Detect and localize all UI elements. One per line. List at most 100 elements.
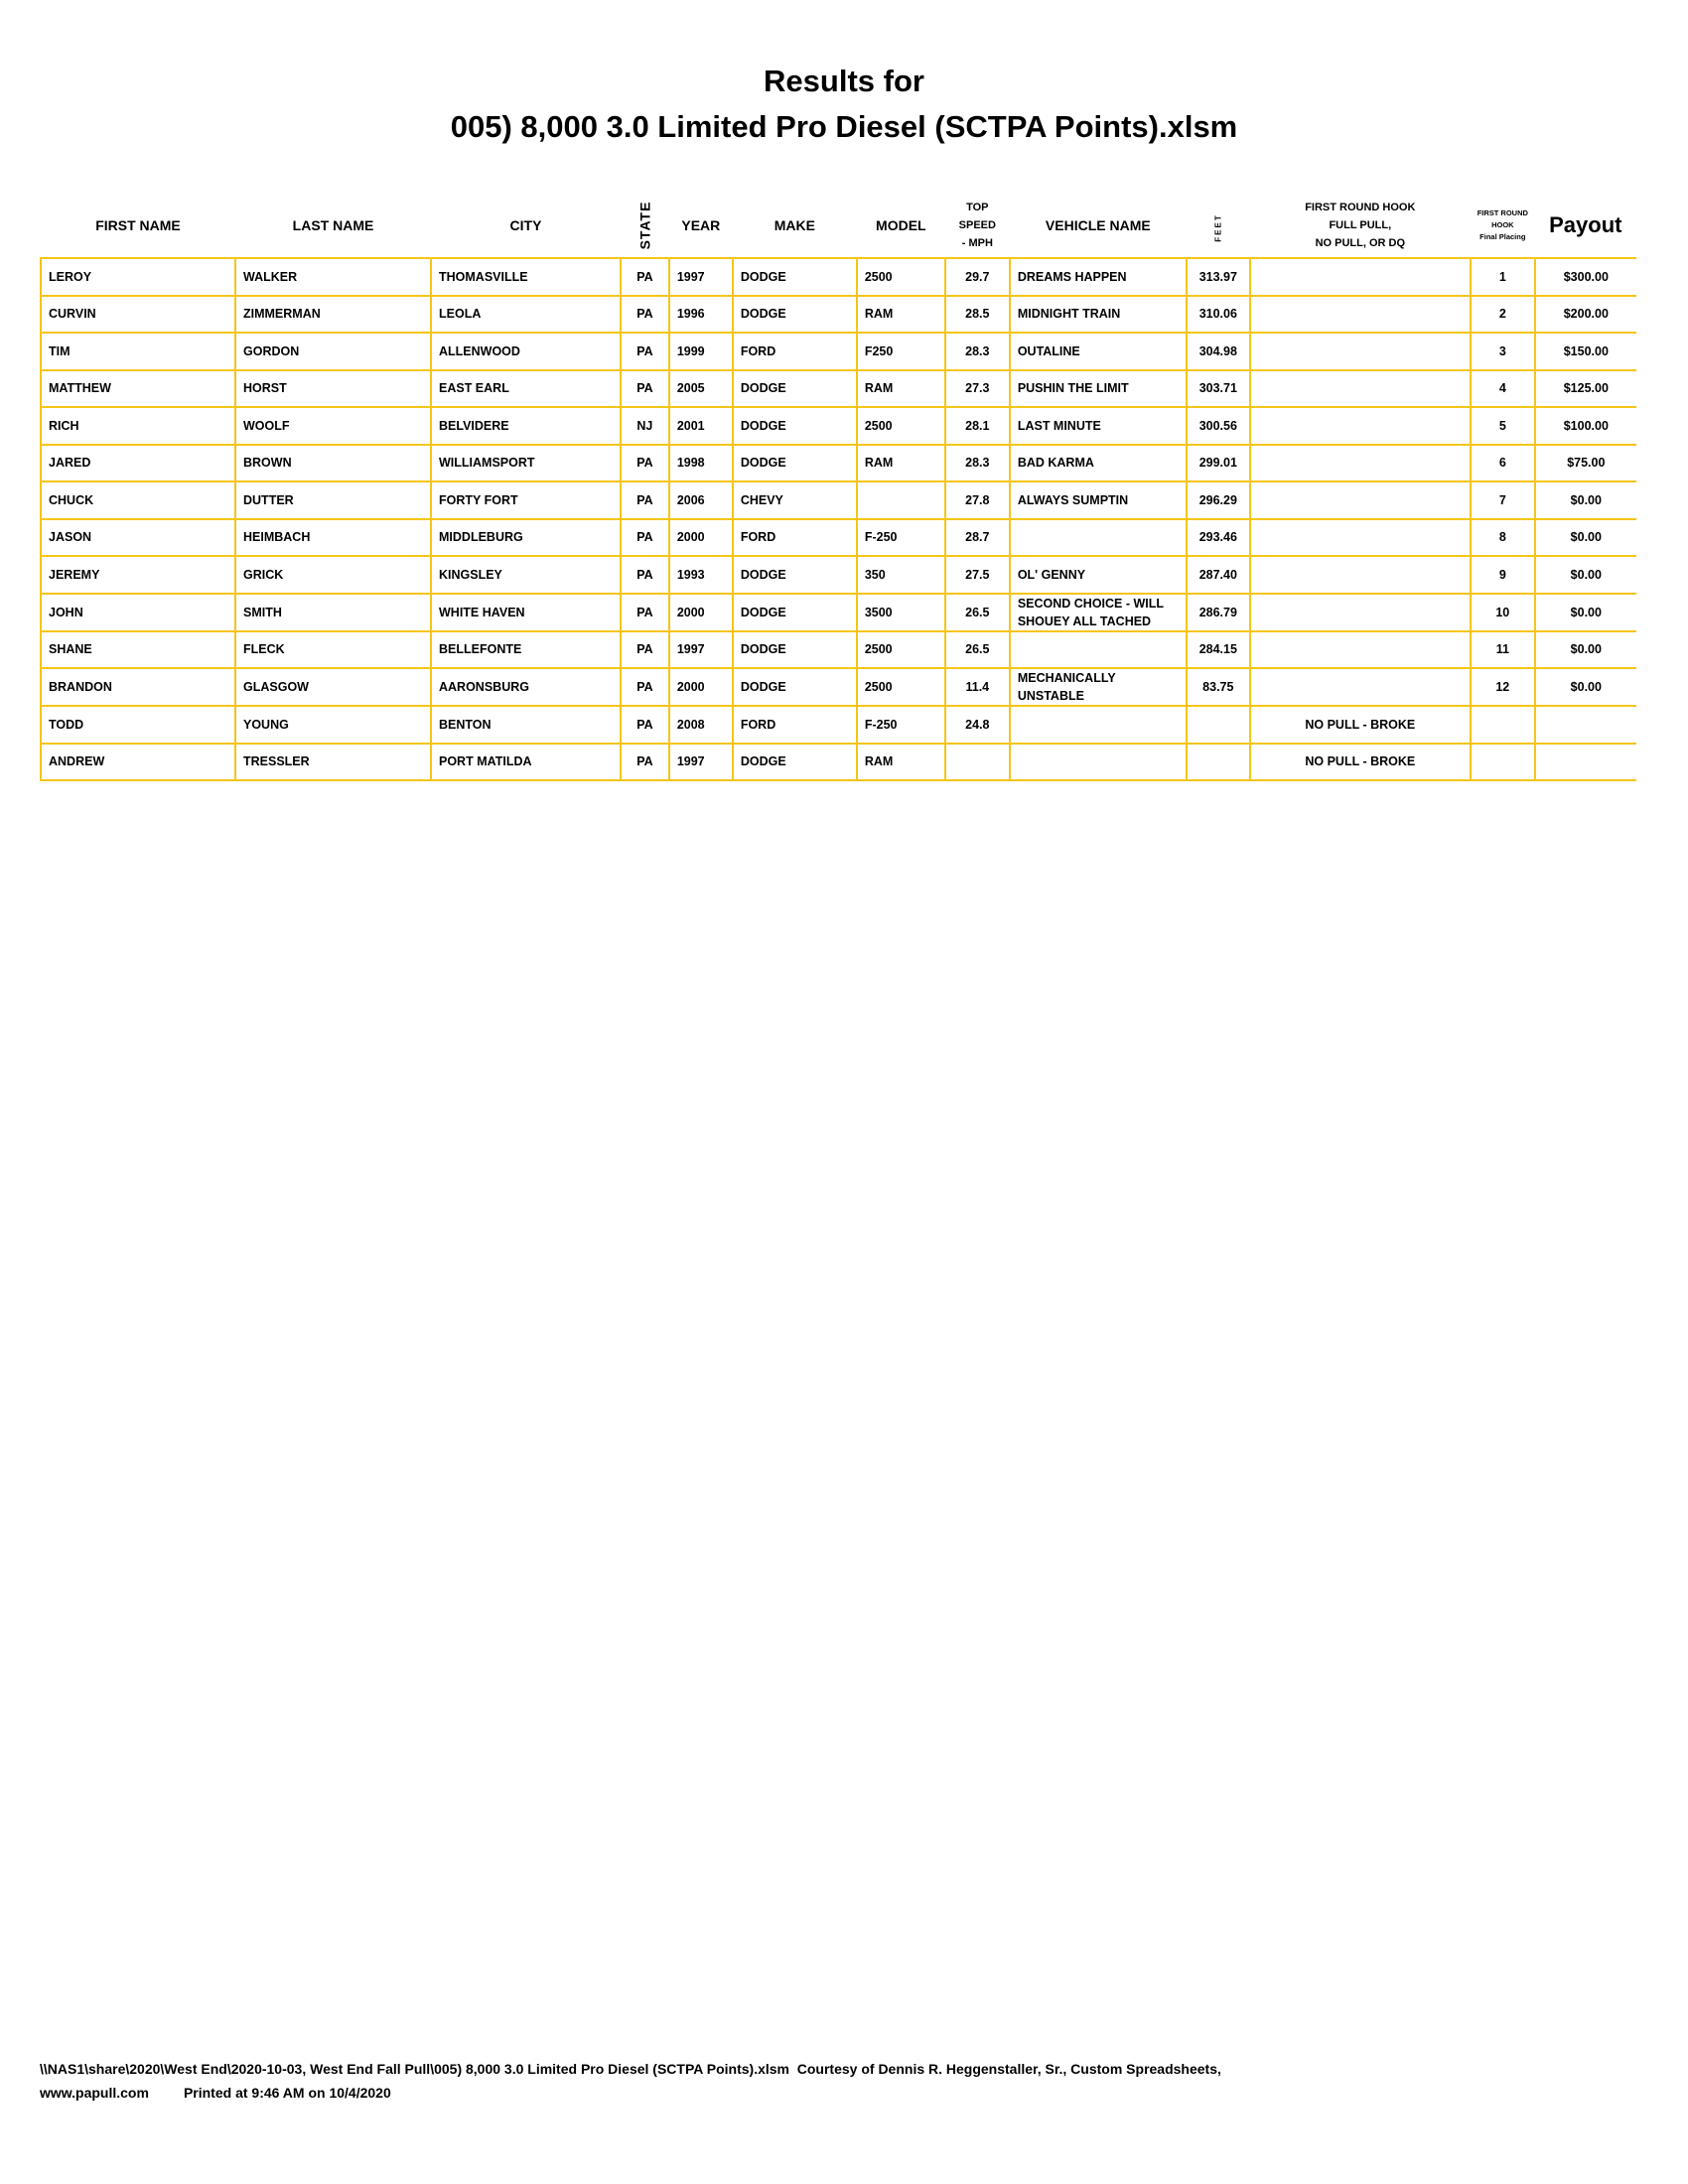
cell-first-name: JEREMY bbox=[40, 555, 236, 595]
cell-make: DODGE bbox=[731, 406, 858, 446]
cell-model: RAM bbox=[855, 742, 946, 781]
cell-vehicle-name: ALWAYS SUMPTIN bbox=[1008, 480, 1188, 520]
cell-placing: 10 bbox=[1469, 592, 1536, 632]
cell-city: KINGSLEY bbox=[430, 555, 622, 595]
cell-city: WHITE HAVEN bbox=[430, 592, 622, 632]
table-row: ANDREW TRESSLER PORT MATILDA PA 1997 DODGE RAM… bbox=[40, 742, 1636, 781]
cell-hook-result: NO PULL - BROKE bbox=[1248, 742, 1472, 781]
cell-top-speed: 28.5 bbox=[943, 294, 1011, 334]
cell-placing bbox=[1469, 705, 1536, 745]
header-year: YEAR bbox=[681, 217, 721, 233]
cell-year: 1997 bbox=[667, 629, 734, 669]
cell-feet: 286.79 bbox=[1185, 592, 1251, 632]
header-city: CITY bbox=[509, 217, 542, 233]
cell-placing: 11 bbox=[1469, 629, 1536, 669]
cell-state: PA bbox=[620, 332, 670, 371]
cell-placing: 1 bbox=[1469, 257, 1536, 297]
cell-payout: $0.00 bbox=[1533, 517, 1636, 557]
cell-model: F-250 bbox=[855, 705, 946, 745]
cell-placing: 2 bbox=[1469, 294, 1536, 334]
cell-payout: $0.00 bbox=[1533, 592, 1636, 632]
cell-feet: 287.40 bbox=[1185, 555, 1251, 595]
cell-make: DODGE bbox=[731, 257, 858, 297]
cell-hook-result bbox=[1248, 406, 1472, 446]
cell-last-name: ZIMMERMAN bbox=[234, 294, 432, 334]
cell-state: PA bbox=[620, 517, 670, 557]
table-row: TIM GORDON ALLENWOOD PA 1999 FORD F250 28.3 OUTA… bbox=[40, 332, 1636, 371]
table-row: MATTHEW HORST EAST EARL PA 2005 DODGE RAM 27.3 P… bbox=[40, 368, 1636, 408]
cell-make: DODGE bbox=[731, 592, 858, 632]
cell-vehicle-name: SECOND CHOICE - WILL SHOUEY ALL TACHED bbox=[1008, 592, 1188, 632]
cell-top-speed: 28.1 bbox=[943, 406, 1011, 446]
header-make: MAKE bbox=[774, 217, 815, 233]
cell-payout: $0.00 bbox=[1533, 667, 1636, 707]
table-row: CHUCK DUTTER FORTY FORT PA 2006 CHEVY 27.8 ALWA… bbox=[40, 480, 1636, 520]
cell-city: THOMASVILLE bbox=[430, 257, 622, 297]
table-row: SHANE FLECK BELLEFONTE PA 1997 DODGE 2500 26.5 2… bbox=[40, 629, 1636, 669]
cell-vehicle-name bbox=[1008, 629, 1188, 669]
cell-state: PA bbox=[620, 742, 670, 781]
page-subtitle: 005) 8,000 3.0 Limited Pro Diesel (SCTPA… bbox=[450, 109, 1238, 144]
cell-city: LEOLA bbox=[430, 294, 622, 334]
cell-make: DODGE bbox=[731, 294, 858, 334]
cell-top-speed: 27.3 bbox=[943, 368, 1011, 408]
cell-model: F-250 bbox=[855, 517, 946, 557]
cell-make: DODGE bbox=[731, 368, 858, 408]
cell-first-name: JOHN bbox=[40, 592, 236, 632]
cell-top-speed: 28.7 bbox=[943, 517, 1011, 557]
cell-first-name: CHUCK bbox=[40, 480, 236, 520]
cell-first-name: SHANE bbox=[40, 629, 236, 669]
cell-hook-result bbox=[1248, 592, 1472, 632]
cell-placing: 6 bbox=[1469, 443, 1536, 482]
cell-city: EAST EARL bbox=[430, 368, 622, 408]
cell-state: PA bbox=[620, 629, 670, 669]
cell-last-name: HORST bbox=[234, 368, 432, 408]
cell-top-speed: 26.5 bbox=[943, 629, 1011, 669]
header-first-name: FIRST NAME bbox=[95, 217, 181, 233]
cell-make: DODGE bbox=[731, 742, 858, 781]
cell-city: BELLEFONTE bbox=[430, 629, 622, 669]
cell-make: FORD bbox=[731, 705, 858, 745]
cell-year: 2001 bbox=[667, 406, 734, 446]
cell-model bbox=[855, 480, 946, 520]
cell-make: DODGE bbox=[731, 443, 858, 482]
cell-city: FORTY FORT bbox=[430, 480, 622, 520]
cell-hook-result bbox=[1248, 332, 1472, 371]
cell-city: WILLIAMSPORT bbox=[430, 443, 622, 482]
cell-hook-result bbox=[1248, 257, 1472, 297]
cell-year: 1998 bbox=[667, 443, 734, 482]
cell-placing: 5 bbox=[1469, 406, 1536, 446]
cell-make: FORD bbox=[731, 517, 858, 557]
results-table: FIRST NAME LAST NAME CITY STATE YEAR MAK… bbox=[40, 194, 1636, 781]
cell-payout: $125.00 bbox=[1533, 368, 1636, 408]
cell-placing: 8 bbox=[1469, 517, 1536, 557]
cell-year: 2006 bbox=[667, 480, 734, 520]
cell-first-name: LEROY bbox=[40, 257, 236, 297]
cell-payout: $100.00 bbox=[1533, 406, 1636, 446]
cell-hook-result bbox=[1248, 517, 1472, 557]
cell-last-name: WALKER bbox=[234, 257, 432, 297]
table-row: CURVIN ZIMMERMAN LEOLA PA 1996 DODGE RAM 28.5 MI… bbox=[40, 294, 1636, 334]
table-row: RICH WOOLF BELVIDERE NJ 2001 DODGE 2500 28.1 LAS… bbox=[40, 406, 1636, 446]
cell-hook-result bbox=[1248, 368, 1472, 408]
cell-payout bbox=[1533, 742, 1636, 781]
cell-year: 2005 bbox=[667, 368, 734, 408]
header-last-name: LAST NAME bbox=[292, 217, 374, 233]
cell-payout bbox=[1533, 705, 1636, 745]
cell-vehicle-name: PUSHIN THE LIMIT bbox=[1008, 368, 1188, 408]
cell-state: PA bbox=[620, 705, 670, 745]
cell-top-speed: 11.4 bbox=[943, 667, 1011, 707]
cell-hook-result bbox=[1248, 294, 1472, 334]
cell-year: 1997 bbox=[667, 742, 734, 781]
table-row: LEROY WALKER THOMASVILLE PA 1997 DODGE 2500 29.… bbox=[40, 257, 1636, 297]
cell-city: ALLENWOOD bbox=[430, 332, 622, 371]
cell-year: 1996 bbox=[667, 294, 734, 334]
cell-payout: $200.00 bbox=[1533, 294, 1636, 334]
cell-feet bbox=[1185, 705, 1251, 745]
header-model: MODEL bbox=[876, 217, 926, 233]
cell-payout: $0.00 bbox=[1533, 480, 1636, 520]
cell-top-speed: 29.7 bbox=[943, 257, 1011, 297]
cell-city: MIDDLEBURG bbox=[430, 517, 622, 557]
cell-year: 1993 bbox=[667, 555, 734, 595]
cell-state: PA bbox=[620, 443, 670, 482]
